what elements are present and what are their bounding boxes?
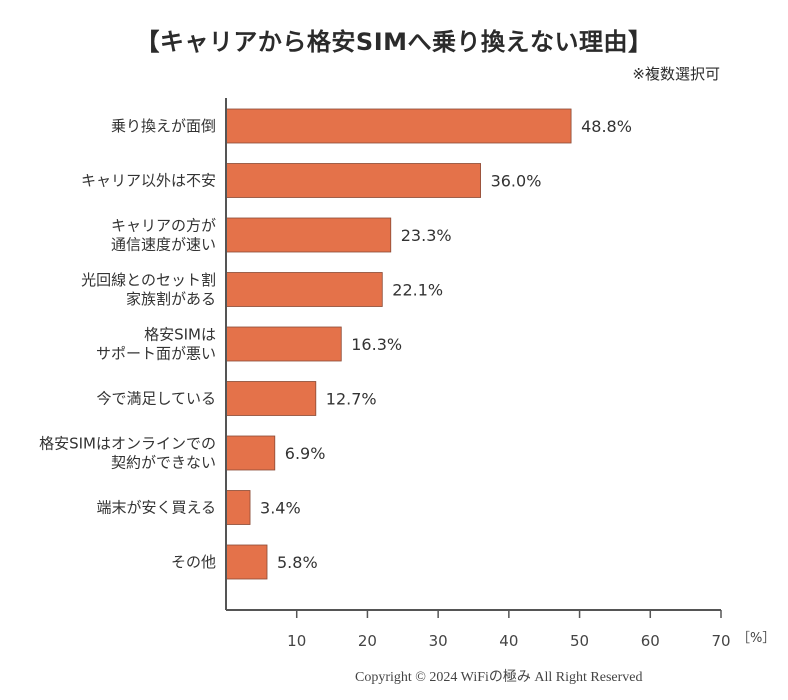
x-tick-label: 50 [570,632,589,650]
bar [225,326,342,362]
value-label: 5.8% [277,553,318,572]
value-label: 48.8% [581,117,632,136]
category-label: 格安SIMは [144,326,216,344]
category-label: 乗り換えが面倒 [111,117,216,135]
value-label: 3.4% [260,499,301,518]
copyright-text: Copyright © 2024 WiFiの極み All Right Reser… [355,670,643,685]
bar [225,381,317,416]
bar [225,544,268,580]
category-label: サポート面が悪い [96,345,216,363]
value-label: 16.3% [351,335,402,354]
x-tick-label: 10 [287,632,306,650]
category-label: その他 [171,553,216,571]
category-label: 光回線とのセット割 [81,271,216,289]
chart-subtitle: ※複数選択可 [632,65,720,83]
value-label: 12.7% [326,390,377,409]
category-label: キャリアの方が [111,217,216,235]
category-label: 契約ができない [111,454,216,472]
value-label: 6.9% [285,444,326,463]
bar [225,490,251,525]
category-label: 今で満足している [96,390,216,408]
bar [225,163,481,198]
x-tick-label: 70 [711,632,730,650]
category-label: 端末が安く買える [96,499,216,517]
x-tick-label: 40 [499,632,518,650]
bar [225,435,276,471]
category-label: 通信速度が速い [111,236,216,254]
x-tick-label: 60 [641,632,660,650]
x-axis-unit-label: ［%］ [737,631,775,646]
category-label: 格安SIMはオンラインでの [39,435,216,453]
bar [225,272,383,307]
bar [225,217,392,253]
bar [225,108,572,144]
category-label: 家族割がある [126,290,216,308]
x-tick-label: 30 [429,632,448,650]
value-label: 36.0% [491,172,542,191]
value-label: 23.3% [401,226,452,245]
chart-title: 【キャリアから格安SIMへ乗り換えない理由】 [135,28,653,56]
value-label: 22.1% [392,281,443,300]
x-tick-label: 20 [358,632,377,650]
category-label: キャリア以外は不安 [81,172,216,190]
